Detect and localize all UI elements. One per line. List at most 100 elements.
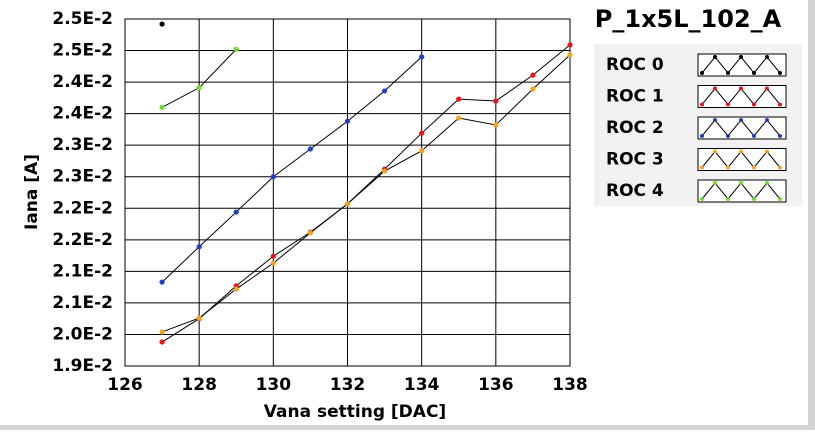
x-axis-label: Vana setting [DAC] bbox=[264, 402, 446, 422]
legend-label: ROC 1 bbox=[606, 87, 664, 107]
data-point bbox=[530, 72, 536, 78]
legend-dot bbox=[765, 55, 769, 59]
data-point bbox=[307, 230, 314, 236]
x-tick-label: 128 bbox=[181, 375, 217, 395]
legend-dot bbox=[713, 86, 717, 91]
legend-dot bbox=[726, 134, 730, 138]
window-edge bbox=[0, 425, 815, 430]
y-tick-label: 2.5E-2 bbox=[52, 9, 113, 29]
data-point bbox=[196, 315, 202, 321]
legend-label: ROC 3 bbox=[606, 150, 664, 170]
data-point bbox=[159, 329, 165, 335]
legend-label: ROC 4 bbox=[606, 181, 664, 201]
x-tick-label: 126 bbox=[107, 375, 143, 395]
legend-dot bbox=[752, 165, 756, 170]
y-tick-label: 2.4E-2 bbox=[52, 72, 113, 92]
legend-dot bbox=[700, 165, 704, 170]
legend-swatch bbox=[697, 179, 787, 203]
chart-title: P_1x5L_102_A bbox=[595, 5, 782, 33]
legend-dot bbox=[713, 118, 717, 122]
window-edge bbox=[808, 0, 815, 430]
data-point bbox=[381, 88, 388, 94]
data-point bbox=[493, 98, 499, 104]
legend-swatch bbox=[697, 116, 787, 140]
legend-dot bbox=[726, 71, 730, 75]
legend-dot bbox=[726, 165, 730, 170]
series-line bbox=[161, 44, 571, 343]
legend-dot bbox=[765, 118, 769, 122]
data-point bbox=[196, 244, 202, 250]
data-point bbox=[307, 146, 314, 152]
legend-dot bbox=[713, 55, 717, 59]
legend-dot bbox=[700, 134, 704, 138]
legend-label: ROC 0 bbox=[606, 55, 664, 75]
data-point bbox=[419, 54, 425, 60]
data-point bbox=[567, 52, 573, 58]
y-tick-label: 2.2E-2 bbox=[52, 198, 113, 218]
data-point bbox=[270, 260, 276, 266]
y-tick-label: 2.4E-2 bbox=[52, 104, 113, 124]
x-tick-label: 138 bbox=[552, 375, 588, 395]
data-point bbox=[233, 286, 239, 292]
y-tick-label: 2.1E-2 bbox=[52, 261, 113, 281]
data-point bbox=[270, 174, 276, 180]
legend-dot bbox=[765, 149, 769, 154]
series-line bbox=[161, 56, 423, 283]
y-tick-label: 2.0E-2 bbox=[52, 324, 113, 344]
data-point bbox=[196, 85, 202, 91]
legend-dot bbox=[778, 71, 782, 75]
data-point bbox=[159, 339, 165, 345]
legend-swatch bbox=[697, 53, 787, 77]
data-point bbox=[159, 279, 165, 285]
y-tick-label: 2.5E-2 bbox=[52, 41, 113, 61]
legend-dot bbox=[752, 71, 756, 75]
legend-dot bbox=[700, 197, 704, 201]
x-tick-label: 130 bbox=[256, 375, 292, 395]
y-tick-label: 2.3E-2 bbox=[52, 167, 113, 187]
data-point bbox=[344, 118, 351, 124]
legend-dot bbox=[739, 86, 743, 91]
legend-dot bbox=[726, 197, 730, 201]
data-point bbox=[344, 201, 351, 207]
data-point bbox=[493, 122, 499, 128]
data-point bbox=[159, 104, 165, 110]
legend-dot bbox=[739, 118, 743, 122]
legend-label: ROC 2 bbox=[606, 118, 664, 138]
legend-dot bbox=[778, 197, 782, 201]
legend-dot bbox=[739, 181, 743, 185]
legend-dot bbox=[739, 149, 743, 154]
data-point bbox=[270, 253, 276, 259]
y-tick-label: 1.9E-2 bbox=[52, 356, 113, 376]
y-tick-label: 2.1E-2 bbox=[52, 293, 113, 313]
legend-dot bbox=[726, 102, 730, 107]
legend-swatch bbox=[697, 85, 787, 108]
data-point bbox=[456, 115, 462, 121]
x-tick-label: 132 bbox=[330, 375, 366, 395]
data-point bbox=[456, 96, 462, 102]
legend-dot bbox=[713, 181, 717, 185]
legend-dot bbox=[700, 102, 704, 107]
legend-dot bbox=[765, 86, 769, 91]
y-axis-label: Iana [A] bbox=[22, 154, 42, 230]
y-tick-label: 2.2E-2 bbox=[52, 230, 113, 250]
data-point bbox=[419, 148, 425, 154]
data-point bbox=[419, 130, 425, 136]
legend-dot bbox=[778, 102, 782, 107]
legend-dot bbox=[778, 134, 782, 138]
x-tick-label: 134 bbox=[404, 375, 440, 395]
series-line bbox=[161, 54, 571, 333]
data-point bbox=[567, 42, 573, 48]
legend-dot bbox=[765, 181, 769, 185]
data-point bbox=[159, 21, 165, 27]
legend-dot bbox=[778, 165, 782, 170]
data-point bbox=[530, 86, 536, 92]
data-point bbox=[233, 46, 239, 52]
legend-dot bbox=[739, 55, 743, 59]
x-tick-label: 136 bbox=[478, 375, 514, 395]
legend-dot bbox=[752, 197, 756, 201]
data-point bbox=[381, 168, 388, 174]
legend-swatch bbox=[697, 148, 787, 171]
legend-dot bbox=[752, 102, 756, 107]
y-tick-label: 2.3E-2 bbox=[52, 135, 113, 155]
